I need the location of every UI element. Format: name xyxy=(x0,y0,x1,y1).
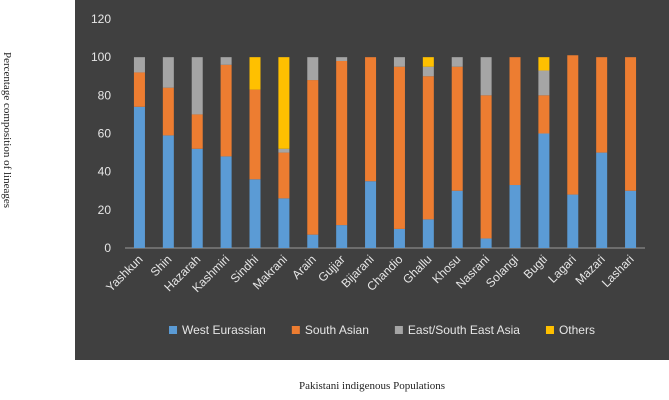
bar-segment-south-asian-kashmiri xyxy=(220,64,232,157)
bar-segment-west-eurassian-kashmiri xyxy=(220,156,232,248)
bar-segment-west-eurassian-yashkun xyxy=(133,106,145,249)
y-tick-label: 40 xyxy=(98,165,112,179)
bar-segment-south-asian-gujjar xyxy=(336,60,348,226)
bar-segment-east-south-east-asia-hazarah xyxy=(191,57,203,115)
bar-segment-south-asian-yashkun xyxy=(133,72,145,107)
legend-label-2: East/South East Asia xyxy=(408,323,520,337)
bar-segment-south-asian-shin xyxy=(162,87,174,136)
bar-segment-east-south-east-asia-shin xyxy=(162,57,174,88)
legend-label-0: West Eurassian xyxy=(182,323,266,337)
bar-segment-others-makrani xyxy=(278,57,290,149)
bar-segment-east-south-east-asia-nasrani xyxy=(480,57,492,96)
bar-segment-west-eurassian-khosu xyxy=(451,190,463,248)
y-axis-title-wrap: Percentage composition of lineages xyxy=(0,30,14,230)
bar-segment-south-asian-mazari xyxy=(596,57,608,153)
bar-segment-west-eurassian-mazari xyxy=(596,152,608,248)
bar-segment-south-asian-nasrani xyxy=(480,95,492,239)
bar-segment-south-asian-bijarani xyxy=(365,57,377,182)
bar-segment-east-south-east-asia-makrani xyxy=(278,148,290,153)
legend-swatch-3 xyxy=(545,326,554,334)
bar-segment-west-eurassian-gujjar xyxy=(336,225,348,248)
bar-segment-east-south-east-asia-khosu xyxy=(451,57,463,67)
bar-segment-west-eurassian-shin xyxy=(162,135,174,248)
y-tick-label: 60 xyxy=(98,127,112,141)
y-tick-label: 100 xyxy=(91,50,111,64)
bar-segment-west-eurassian-chandio xyxy=(393,228,405,248)
bar-segment-east-south-east-asia-kashmiri xyxy=(220,57,232,65)
legend-swatch-0 xyxy=(169,326,178,334)
chart-panel: 0 20 40 60 80 100 120 Yashkun Shin Hazarah Kashmir… xyxy=(75,0,669,360)
bar-segment-west-eurassian-nasrani xyxy=(480,238,492,248)
bar-segment-south-asian-makrani xyxy=(278,152,290,199)
bar-segment-west-eurassian-makrani xyxy=(278,198,290,248)
bar-segment-east-south-east-asia-yashkun xyxy=(133,57,145,73)
y-axis-title: Percentage composition of lineages xyxy=(1,51,13,209)
bar-segment-others-ghallu xyxy=(422,57,434,67)
bar-segment-south-asian-bugti xyxy=(538,95,550,134)
legend-label-1: South Asian xyxy=(305,323,369,337)
bar-segment-south-asian-hazarah xyxy=(191,114,203,149)
bar-segment-others-sindhi xyxy=(249,57,261,90)
legend-swatch-2 xyxy=(394,326,403,334)
y-tick-label: 80 xyxy=(98,88,112,102)
bar-segment-west-eurassian-arain xyxy=(307,234,319,248)
bar-segment-south-asian-arain xyxy=(307,80,319,235)
bar-segment-west-eurassian-hazarah xyxy=(191,148,203,248)
legend-swatch-1 xyxy=(291,326,300,334)
bar-segment-west-eurassian-bugti xyxy=(538,133,550,248)
bar-segment-south-asian-lagari xyxy=(567,55,579,195)
y-tick-label: 20 xyxy=(98,203,112,217)
bar-segment-south-asian-lashari xyxy=(625,57,637,191)
legend-label-3: Others xyxy=(559,323,595,337)
bar-segment-south-asian-ghallu xyxy=(422,76,434,220)
bar-segment-west-eurassian-lashari xyxy=(625,190,637,248)
bar-segment-west-eurassian-lagari xyxy=(567,194,579,248)
bar-segment-south-asian-sindhi xyxy=(249,89,261,180)
y-tick-label: 120 xyxy=(91,12,111,26)
bar-segment-east-south-east-asia-chandio xyxy=(393,57,405,67)
bar-segment-east-south-east-asia-gujjar xyxy=(336,57,348,61)
x-axis-title: Pakistani indigenous Populations xyxy=(298,380,446,392)
bar-segment-east-south-east-asia-bugti xyxy=(538,70,550,96)
bar-segment-west-eurassian-ghallu xyxy=(422,219,434,248)
y-tick-label: 0 xyxy=(104,241,111,255)
bar-segment-east-south-east-asia-arain xyxy=(307,57,319,81)
bar-segment-south-asian-chandio xyxy=(393,66,405,229)
bar-segment-others-bugti xyxy=(538,57,550,71)
bar-segment-south-asian-solangi xyxy=(509,57,521,186)
bar-segment-west-eurassian-solangi xyxy=(509,185,521,248)
bar-segment-east-south-east-asia-ghallu xyxy=(422,66,434,77)
bar-segment-west-eurassian-sindhi xyxy=(249,179,261,248)
bar-segment-south-asian-khosu xyxy=(451,66,463,191)
bar-segment-west-eurassian-bijarani xyxy=(365,181,377,248)
